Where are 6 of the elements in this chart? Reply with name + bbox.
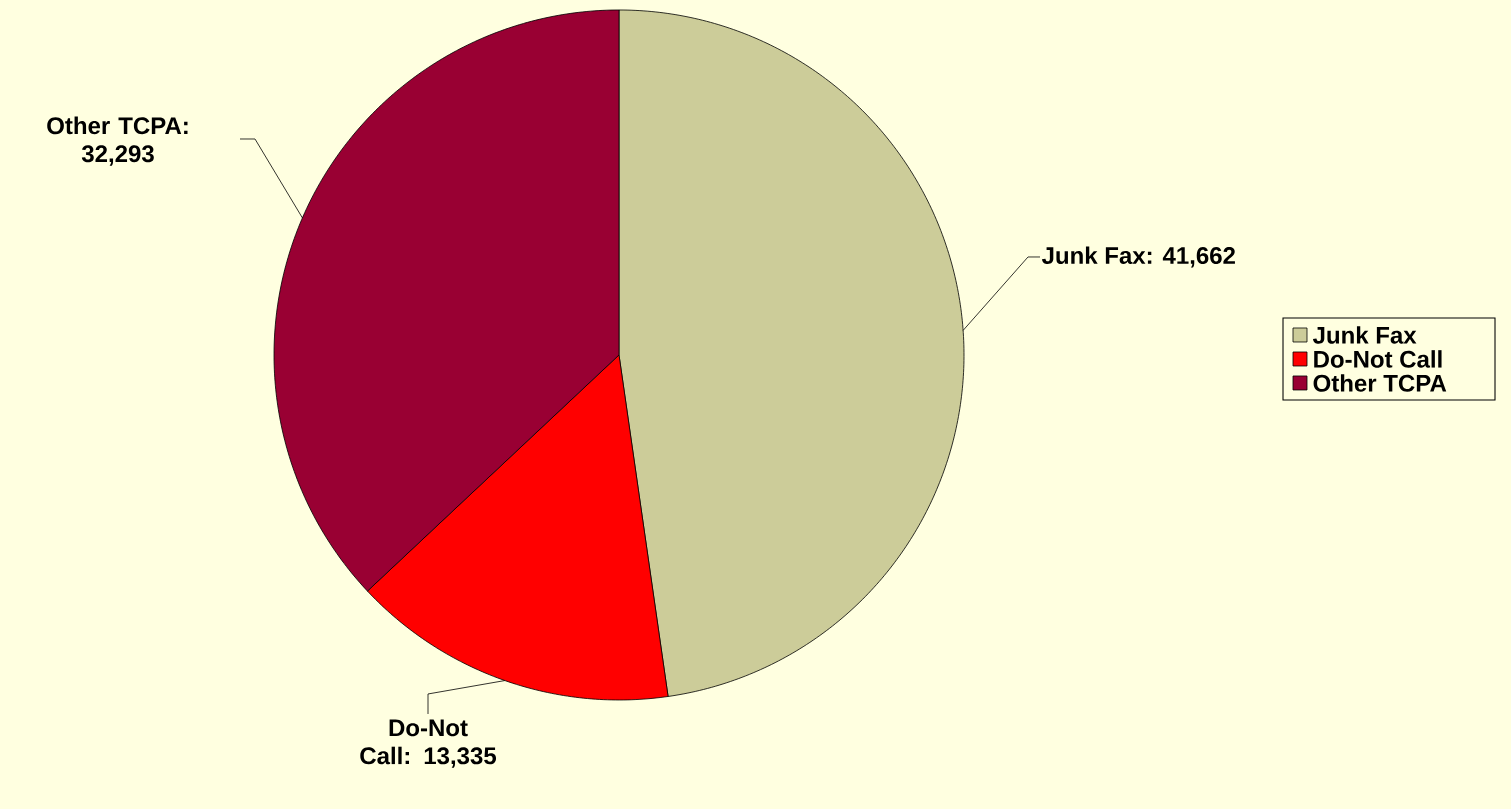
data-label: Do-Not Call: 13,335 (360, 719, 497, 768)
legend-label: Other TCPA (1313, 374, 1447, 392)
data-label: Junk Fax: 41,662 (1041, 246, 1235, 268)
data-label: Other TCPA: 32,293 (47, 116, 188, 166)
legend-label: Do-Not Call (1314, 350, 1442, 368)
legend-label: Junk Fax (1312, 326, 1417, 344)
